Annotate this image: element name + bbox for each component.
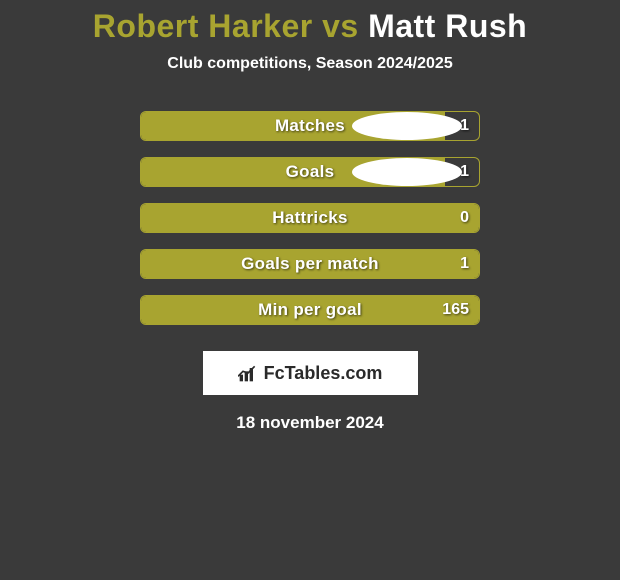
player2-ellipse xyxy=(352,158,462,186)
stat-label: Min per goal xyxy=(141,296,479,324)
stat-row: Min per goal165 xyxy=(140,295,480,325)
stat-bar: Hattricks0 xyxy=(140,203,480,233)
stat-value: 165 xyxy=(442,296,469,324)
date-label: 18 november 2024 xyxy=(236,413,383,433)
logo-text: FcTables.com xyxy=(264,363,383,384)
player2-ellipse xyxy=(352,112,462,140)
stat-row: Goals1 xyxy=(140,157,480,187)
vs-text: vs xyxy=(322,8,359,44)
stat-bar: Min per goal165 xyxy=(140,295,480,325)
stat-value: 1 xyxy=(460,250,469,278)
source-logo[interactable]: FcTables.com xyxy=(203,351,418,395)
player1-name: Robert Harker xyxy=(93,8,313,44)
stat-label: Hattricks xyxy=(141,204,479,232)
comparison-widget: Robert Harker vs Matt Rush Club competit… xyxy=(0,0,620,433)
stat-row: Matches1 xyxy=(140,111,480,141)
stat-row: Hattricks0 xyxy=(140,203,480,233)
subtitle: Club competitions, Season 2024/2025 xyxy=(167,55,452,73)
player2-name: Matt Rush xyxy=(368,8,527,44)
stat-value: 0 xyxy=(460,204,469,232)
page-title: Robert Harker vs Matt Rush xyxy=(93,8,527,45)
chart-icon xyxy=(238,364,258,382)
stats-area: Matches1Goals1Hattricks0Goals per match1… xyxy=(140,111,480,341)
stat-bar: Goals per match1 xyxy=(140,249,480,279)
stat-label: Goals per match xyxy=(141,250,479,278)
stat-row: Goals per match1 xyxy=(140,249,480,279)
